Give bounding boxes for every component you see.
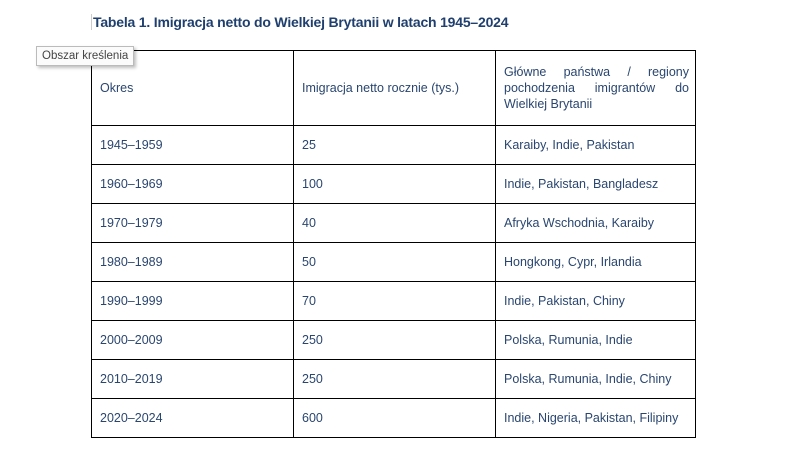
table-row: 2020–2024 600 Indie, Nigeria, Pakistan, Fi…	[91, 398, 696, 438]
cell-period: 1945–1959	[91, 125, 294, 165]
cell-origin-countries: Afryka Wschodnia, Karaiby	[495, 203, 696, 243]
immigration-table: Okres Imigracja netto rocznie (tys.) Głó…	[91, 50, 696, 438]
cell-origin-countries: Indie, Nigeria, Pakistan, Filipiny	[495, 398, 696, 438]
cell-period: 1980–1989	[91, 242, 294, 282]
cell-net-immigration: 25	[293, 125, 496, 165]
table-row: 2000–2009 250 Polska, Rumunia, Indie	[91, 320, 696, 360]
cell-period: 1970–1979	[91, 203, 294, 243]
cell-net-immigration: 250	[293, 359, 496, 399]
table-row: 2010–2019 250 Polska, Rumunia, Indie, Chin…	[91, 359, 696, 399]
cell-origin-countries: Indie, Pakistan, Chiny	[495, 281, 696, 321]
table-header-row: Okres Imigracja netto rocznie (tys.) Głó…	[91, 50, 696, 126]
table-row: 1980–1989 50 Hongkong, Cypr, Irlandia	[91, 242, 696, 282]
table-row: 1960–1969 100 Indie, Pakistan, Bangladesz	[91, 164, 696, 204]
table-row: 1990–1999 70 Indie, Pakistan, Chiny	[91, 281, 696, 321]
cell-net-immigration: 50	[293, 242, 496, 282]
cell-net-immigration: 600	[293, 398, 496, 438]
header-origin-countries: Główne państwa / regiony pochodzenia imi…	[495, 50, 696, 126]
header-net-immigration: Imigracja netto rocznie (tys.)	[293, 50, 496, 126]
header-period: Okres	[91, 50, 294, 126]
cell-period: 2000–2009	[91, 320, 294, 360]
table-row: 1970–1979 40 Afryka Wschodnia, Karaiby	[91, 203, 696, 243]
cell-net-immigration: 250	[293, 320, 496, 360]
cell-period: 2010–2019	[91, 359, 294, 399]
cell-origin-countries: Polska, Rumunia, Indie	[495, 320, 696, 360]
table-caption: Tabela 1. Imigracja netto do Wielkiej Br…	[91, 14, 509, 30]
cell-period: 2020–2024	[91, 398, 294, 438]
cell-period: 1960–1969	[91, 164, 294, 204]
cell-origin-countries: Indie, Pakistan, Bangladesz	[495, 164, 696, 204]
cell-net-immigration: 100	[293, 164, 496, 204]
table-row: 1945–1959 25 Karaiby, Indie, Pakistan	[91, 125, 696, 165]
cell-net-immigration: 40	[293, 203, 496, 243]
cell-net-immigration: 70	[293, 281, 496, 321]
cell-period: 1990–1999	[91, 281, 294, 321]
cell-origin-countries: Polska, Rumunia, Indie, Chiny	[495, 359, 696, 399]
cell-origin-countries: Karaiby, Indie, Pakistan	[495, 125, 696, 165]
cell-origin-countries: Hongkong, Cypr, Irlandia	[495, 242, 696, 282]
tooltip: Obszar kreślenia	[36, 46, 135, 66]
